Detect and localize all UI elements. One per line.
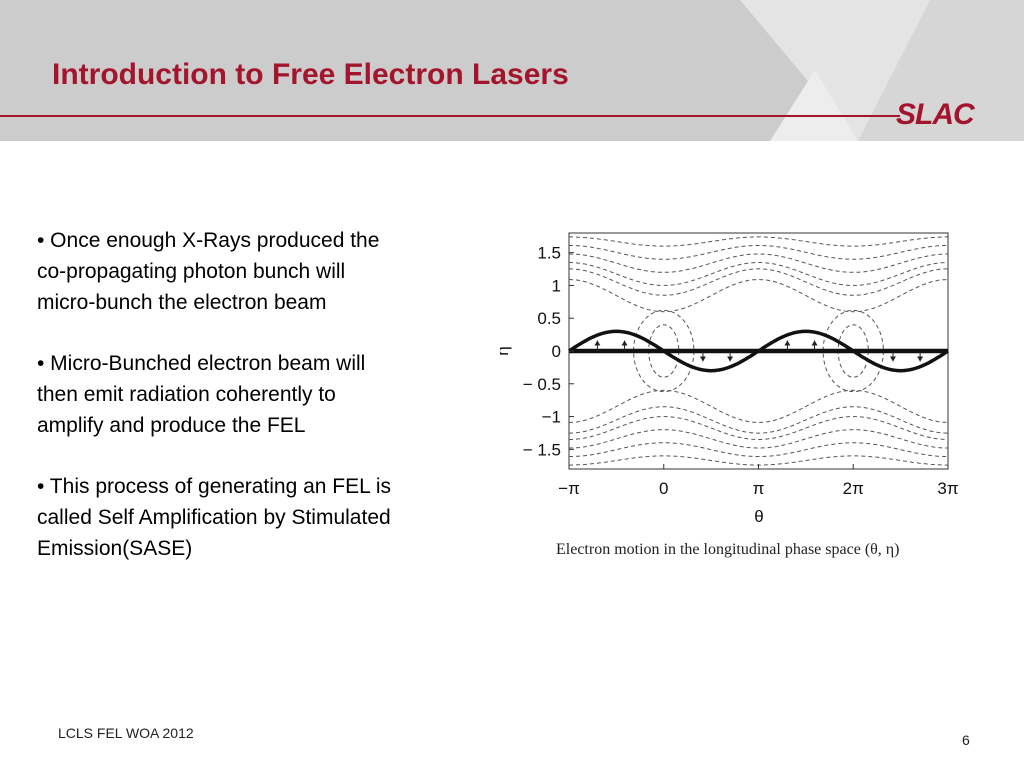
y-tick-label: −1 — [542, 408, 561, 427]
separatrix-curve — [569, 253, 948, 273]
separatrix-curve — [569, 416, 948, 440]
header-decoration — [740, 0, 1024, 141]
y-tick-label: 1.5 — [537, 244, 561, 263]
motion-arrow-head — [917, 356, 924, 362]
title-rule — [0, 115, 900, 117]
separatrix-curve — [569, 262, 948, 286]
motion-arrow-head — [811, 340, 818, 346]
bullet-item: • This process of generating an FEL is c… — [37, 475, 392, 560]
motion-arrow-head — [727, 356, 734, 362]
separatrix-curve — [568, 278, 949, 313]
y-tick-label: − 1.5 — [523, 440, 561, 459]
separatrix-curve — [569, 245, 948, 260]
separatrix-curve — [569, 429, 948, 449]
motion-arrow-head — [621, 340, 628, 346]
x-tick-label: 2π — [843, 479, 864, 498]
y-tick-group: 1.5 1 0.5 0 − 0.5 −1 − 1.5 — [523, 244, 574, 459]
y-tick-label: − 0.5 — [523, 375, 561, 394]
figure-caption: Electron motion in the longitudinal phas… — [556, 541, 900, 558]
motion-arrow-head — [594, 340, 601, 346]
y-axis-label: η — [500, 346, 512, 355]
separatrix-curve — [569, 406, 948, 434]
slide-header: Introduction to Free Electron Lasers SLA… — [0, 0, 1024, 141]
x-tick-label: 3π — [937, 479, 958, 498]
separatrix-curve — [568, 389, 949, 424]
bullet-item: • Micro-Bunched electron beam will then … — [37, 352, 366, 437]
series-group — [568, 329, 949, 373]
y-tick-label: 0 — [552, 342, 561, 361]
motion-arrow-head — [889, 356, 896, 362]
motion-arrow-head — [699, 356, 706, 362]
bullet-item: • Once enough X-Rays produced the co-pro… — [37, 229, 380, 314]
footer-text: LCLS FEL WOA 2012 — [58, 725, 194, 741]
x-tick-label: π — [753, 479, 765, 498]
slide-title: Introduction to Free Electron Lasers — [52, 58, 569, 91]
separatrix-curve — [569, 236, 948, 247]
page-number: 6 — [962, 732, 970, 748]
x-axis-label: θ — [754, 507, 763, 526]
y-tick-label: 1 — [552, 276, 561, 295]
phase-space-chart: −π 0 π 2π 3π 1.5 1 0.5 0 − 0.5 −1 − 1.5 θ η — [500, 232, 959, 526]
separatrix-curve — [569, 455, 948, 466]
motion-arrow-head — [784, 340, 791, 346]
slac-logo: SLAC — [896, 98, 975, 131]
x-tick-group: −π 0 π 2π 3π — [558, 464, 959, 498]
y-tick-label: 0.5 — [537, 309, 561, 328]
separatrix-curve — [569, 442, 948, 457]
separatrix-curve — [569, 268, 948, 296]
bullet-list: • Once enough X-Rays produced the co-pro… — [37, 225, 407, 594]
series-sine-line — [568, 329, 949, 373]
arrow-group — [594, 340, 924, 362]
x-tick-label: −π — [558, 479, 580, 498]
x-tick-label: 0 — [659, 479, 668, 498]
